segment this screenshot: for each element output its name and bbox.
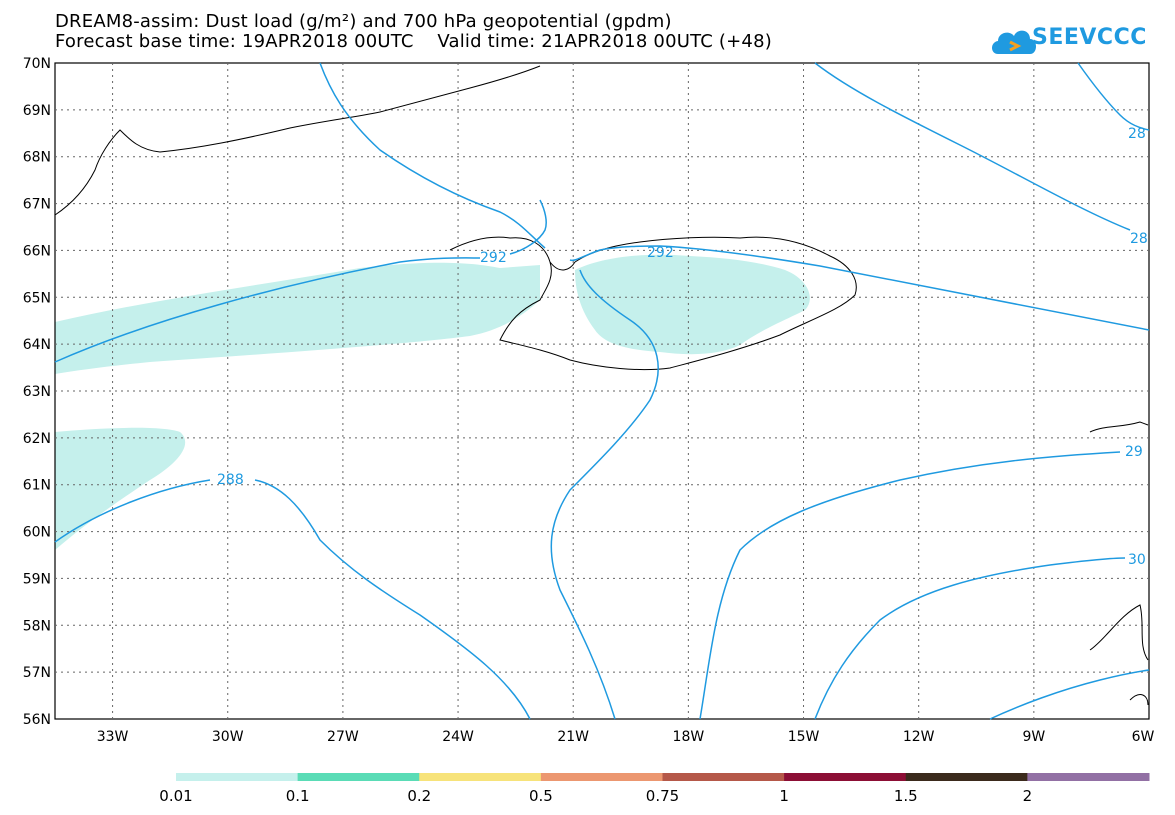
colorbar-segment [297,773,420,781]
coastline-scandinavia-north [1089,421,1149,433]
lon-label: 24W [442,729,474,745]
colorbar-label: 1.5 [893,787,918,805]
longitude-labels: 33W 30W 27W 24W 21W 18W 15W 12W 9W 6W [97,729,1155,745]
contour-30-south [989,669,1150,720]
lat-label: 63N [23,384,51,400]
lat-label: 64N [23,337,51,353]
colorbar-label: 0.5 [528,787,553,805]
coastline-greenland [54,65,541,216]
map-title: DREAM8-assim: Dust load (g/m²) and 700 h… [55,11,672,32]
contour-label: 30 [1128,552,1146,568]
contour-29 [699,451,1121,720]
contour-label: 292 [480,250,507,266]
colorbar-segment [1027,773,1150,781]
contour-labels: 292 292 288 28 28 29 30 [217,126,1148,568]
lat-label: 70N [23,56,51,72]
dust-area-southwest [55,427,186,550]
lon-label: 30W [212,729,244,745]
lat-label: 67N [23,197,51,213]
contour-label: 288 [217,472,244,488]
colorbar-segment [662,773,785,781]
graticule [55,63,1149,719]
lon-label: 15W [788,729,820,745]
colorbar-segment [905,773,1028,781]
contour-label: 28 [1128,126,1146,142]
coastline-iceland [449,236,857,371]
contour-label: 292 [647,245,674,261]
lat-label: 69N [23,103,51,119]
colorbar-segment [419,773,542,781]
contour-28-top [1077,62,1150,131]
contour-label: 29 [1125,444,1143,460]
map-subtitle: Forecast base time: 19APR2018 00UTC Vali… [55,31,772,52]
lon-label: 12W [903,729,935,745]
latitude-labels: 70N 69N 68N 67N 66N 65N 64N 63N 62N 61N 60N 59N 58N 5… [23,56,51,728]
lon-label: 21W [557,729,589,745]
contour-30 [814,557,1126,720]
contour-292-upper [319,62,546,249]
lon-label: 6W [1132,729,1155,745]
colorbar [176,773,1150,781]
contour-28-mid [814,62,1131,231]
lat-label: 66N [23,243,51,259]
colorbar-label: 0.1 [285,787,310,805]
colorbar-label: 0.75 [645,787,680,805]
cloud-icon [992,30,1036,54]
geopotential-contours [54,62,1150,720]
dust-areas [55,254,810,550]
lon-label: 33W [97,729,129,745]
colorbar-label: 1 [779,787,789,805]
coastline-scotland [1089,604,1149,706]
lat-label: 59N [23,571,51,587]
lon-label: 27W [327,729,359,745]
lat-label: 60N [23,525,51,541]
contour-292-west [550,269,659,720]
colorbar-segment [540,773,663,781]
colorbar-label: 2 [1022,787,1033,805]
contour-292 [54,199,1150,363]
colorbar-label: 0.01 [159,787,193,805]
lat-label: 68N [23,150,51,166]
lat-label: 58N [23,618,51,634]
dust-area-main [55,262,540,374]
coastlines [54,65,1149,706]
lat-label: 57N [23,665,51,681]
lon-label: 18W [673,729,705,745]
colorbar-label: 0.2 [407,787,432,805]
contour-288 [54,479,531,720]
colorbar-segment [176,773,299,781]
dust-area-iceland [575,254,810,355]
lat-label: 65N [23,290,51,306]
lon-label: 9W [1022,729,1045,745]
lat-label: 61N [23,478,51,494]
lat-label: 56N [23,712,51,728]
lat-label: 62N [23,431,51,447]
contour-label: 28 [1130,231,1148,247]
logo-text: SEEVCCC [1032,25,1147,50]
colorbar-segment [784,773,907,781]
